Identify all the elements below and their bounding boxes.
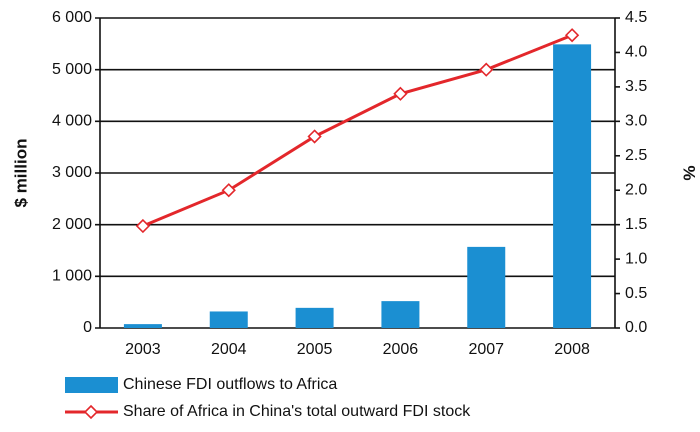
bar [123, 324, 162, 328]
x-tick-label: 2003 [125, 341, 161, 358]
legend-marker [83, 404, 99, 420]
y-tick-label: 3 000 [52, 164, 92, 181]
bar [553, 44, 592, 328]
marker [479, 62, 494, 77]
legend-label: Chinese FDI outflows to Africa [123, 376, 337, 393]
marker [221, 183, 236, 198]
bar [467, 246, 506, 328]
x-tick-label: 2008 [554, 341, 590, 358]
legend-label: Share of Africa in China's total outward… [123, 403, 471, 420]
y2-tick-label: 1.5 [625, 216, 647, 233]
y2-tick-label: 0.0 [625, 319, 647, 336]
x-tick-label: 2006 [383, 341, 419, 358]
x-tick-label: 2005 [297, 341, 333, 358]
y-tick-label: 1 000 [52, 268, 92, 285]
bar [209, 311, 248, 328]
y-tick-label: 0 [83, 319, 92, 336]
marker [135, 218, 151, 234]
marker [564, 28, 580, 43]
y2-tick-label: 4.5 [625, 9, 647, 26]
legend-swatch [65, 377, 118, 393]
y-axis-title: $ million [11, 139, 30, 208]
y2-tick-label: 4.0 [625, 44, 647, 61]
bar [381, 301, 420, 328]
y2-axis-title: % [680, 165, 699, 180]
y-tick-label: 6 000 [52, 9, 92, 26]
y2-tick-label: 1.0 [625, 250, 647, 267]
y2-tick-label: 0.5 [625, 285, 647, 302]
x-tick-label: 2004 [211, 341, 247, 358]
line [142, 33, 573, 228]
y-tick-label: 5 000 [52, 61, 92, 78]
marker [393, 86, 408, 101]
y2-tick-label: 3.0 [625, 113, 647, 130]
y2-tick-label: 3.5 [625, 78, 647, 95]
y2-tick-label: 2.0 [625, 181, 647, 198]
y-tick-label: 2 000 [52, 216, 92, 233]
marker [307, 129, 322, 144]
y2-tick-label: 2.5 [625, 147, 647, 164]
x-tick-label: 2007 [468, 341, 504, 358]
bar [295, 307, 334, 328]
y-tick-label: 4 000 [52, 113, 92, 130]
